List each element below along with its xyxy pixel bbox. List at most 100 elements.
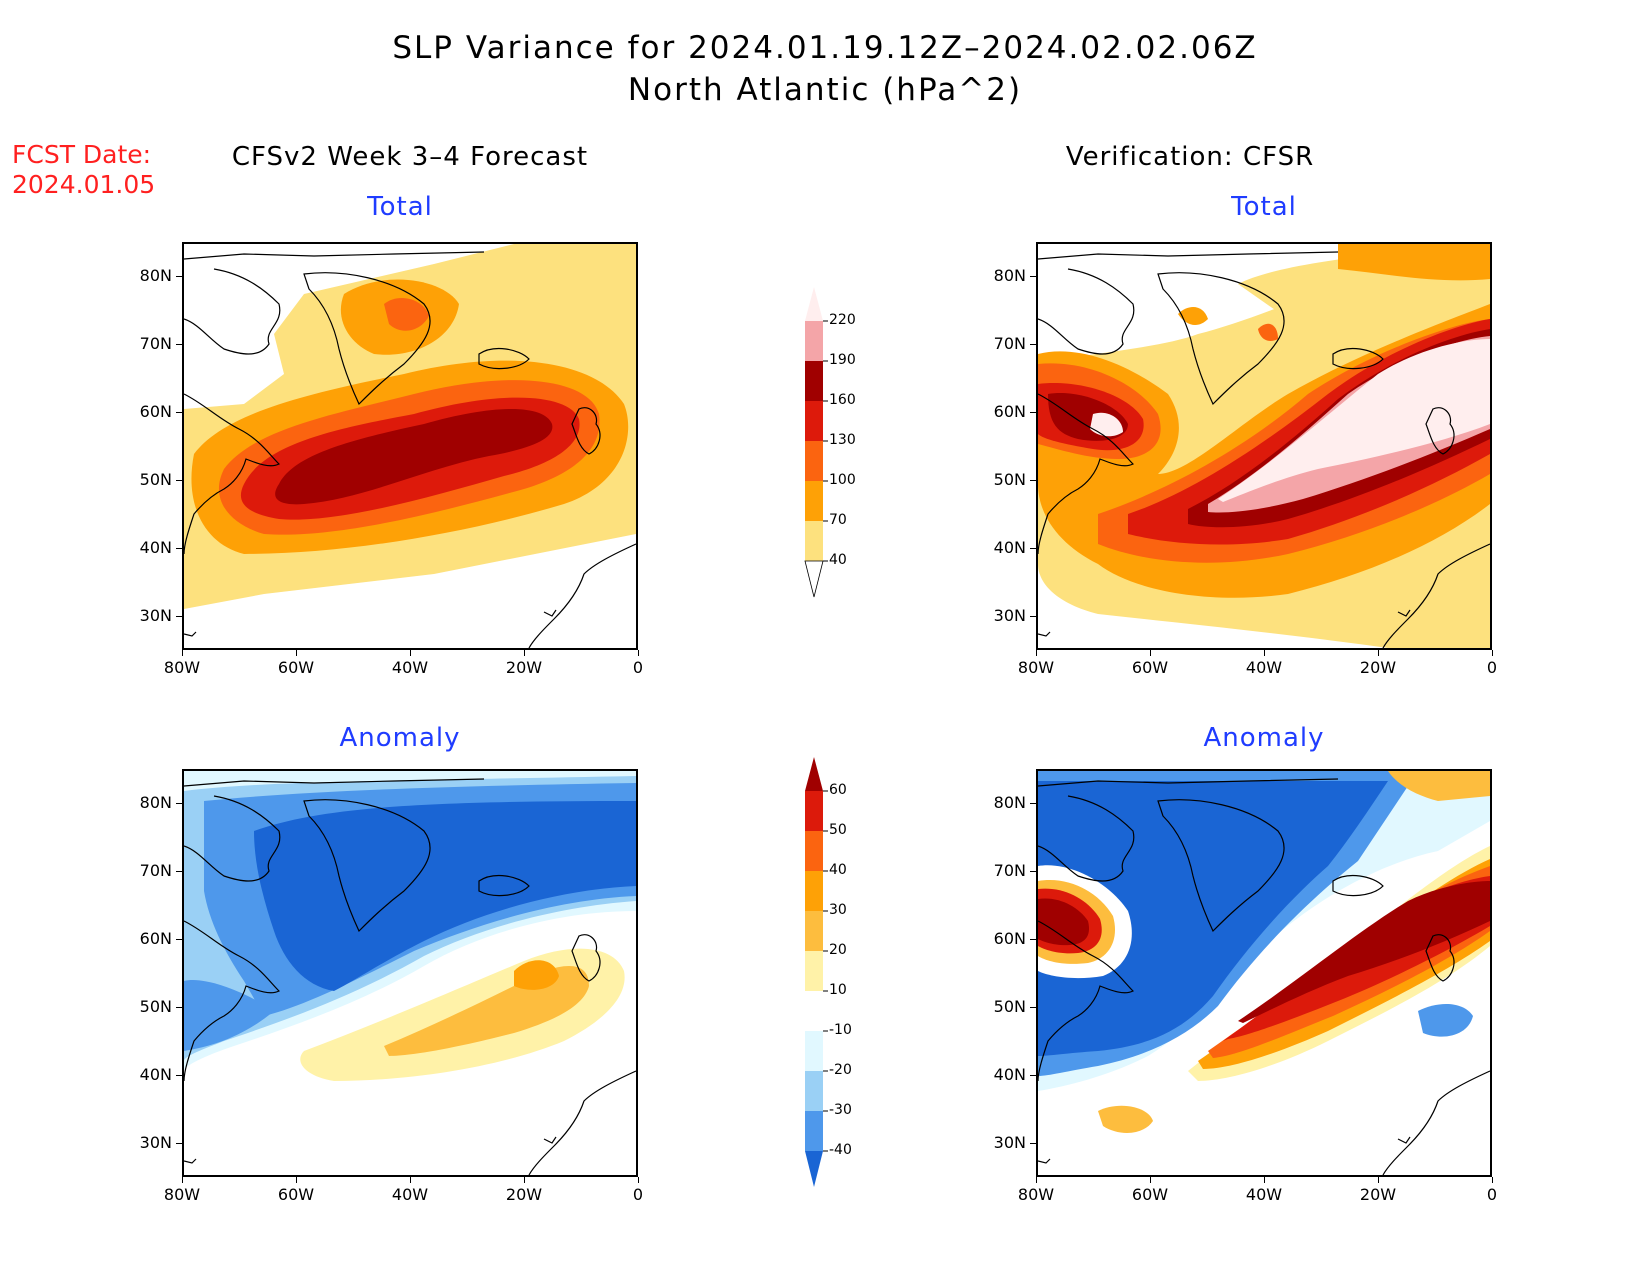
ver-total-lon-tick-mark	[1264, 650, 1265, 656]
ver-anomaly-lat-tick: 60N	[993, 929, 1026, 948]
ver-total-title: Total	[1231, 192, 1297, 222]
coastlines	[1038, 778, 1490, 1175]
ver-anomaly-title: Anomaly	[1203, 723, 1325, 753]
fcst-anomaly-lon-tick-mark	[296, 1177, 297, 1183]
fill-30-40	[514, 960, 559, 990]
ver-total-lat-tick-mark	[1030, 548, 1037, 549]
fcst-anomaly-lat-tick: 50N	[139, 997, 172, 1016]
fcst-anomaly-lat-tick: 40N	[139, 1065, 172, 1084]
ver-total-lon-tick: 0	[1486, 658, 1498, 677]
fcst-total-lat-tick: 30N	[139, 606, 172, 625]
fcst-total-contours	[184, 244, 636, 648]
fcst-total-lat-tick-mark	[176, 344, 183, 345]
ver-anomaly-lon-tick-mark	[1150, 1177, 1151, 1183]
anomaly-colorbar-label: -10	[829, 1022, 852, 1038]
ver-total-lat-tick: 60N	[993, 402, 1026, 421]
ver-total-lon-tick-mark	[1036, 650, 1037, 656]
ver-total-lon-tick: 40W	[1245, 658, 1283, 677]
fcst-anomaly-contours	[184, 771, 636, 1175]
ver-total-lon-tick: 20W	[1359, 658, 1397, 677]
total-colorbar-segment	[805, 361, 823, 401]
fill-220-plus	[1218, 339, 1490, 502]
ne-corner-positive	[1388, 771, 1490, 801]
anomaly-colorbar-bottom-arrow	[805, 1151, 823, 1187]
ver-anomaly-lat-tick-mark	[1030, 871, 1037, 872]
anomaly-colorbar-label: 20	[829, 942, 847, 958]
total-colorbar-label: 190	[829, 352, 856, 368]
ver-anomaly-map	[1036, 769, 1492, 1177]
anomaly-colorbar-label: -40	[829, 1142, 852, 1158]
ver-anomaly-lat-tick: 50N	[993, 997, 1026, 1016]
fcst-total-title: Total	[367, 192, 433, 222]
low-variance-north	[184, 244, 514, 409]
fcst-total-lat-tick: 80N	[139, 266, 172, 285]
ver-total-lat-tick-mark	[1030, 412, 1037, 413]
fcst-anomaly-lat-tick-mark	[176, 1075, 183, 1076]
fcst-total-lat-tick: 40N	[139, 538, 172, 557]
fcst-anomaly-lon-tick-mark	[638, 1177, 639, 1183]
total-colorbar-bottom-arrow	[804, 560, 824, 598]
fill-neg30-neg40-sw	[184, 980, 274, 1051]
fill-220-labrador	[1090, 412, 1123, 437]
total-colorbar-segment	[805, 401, 823, 441]
anomaly-colorbar-label: 60	[829, 782, 847, 798]
ver-total-lat-tick: 70N	[993, 334, 1026, 353]
fcst-total-lon-tick-mark	[524, 650, 525, 656]
total-colorbar-label: 40	[829, 552, 847, 568]
ver-anomaly-lat-tick: 70N	[993, 861, 1026, 880]
fcst-total-lat-tick-mark	[176, 480, 183, 481]
ver-anomaly-lat-tick: 40N	[993, 1065, 1026, 1084]
fcst-date-label-line1: FCST Date:	[12, 140, 152, 169]
forecast-column-heading: CFSv2 Week 3–4 Forecast	[231, 142, 589, 172]
fcst-anomaly-lon-tick: 20W	[505, 1185, 543, 1204]
total-colorbar-label: 160	[829, 392, 856, 408]
ver-anomaly-lon-tick: 20W	[1359, 1185, 1397, 1204]
anomaly-colorbar-segment	[805, 831, 823, 871]
fcst-total-lon-tick-mark	[182, 650, 183, 656]
fcst-anomaly-lon-tick-mark	[524, 1177, 525, 1183]
fcst-anomaly-lat-tick: 60N	[139, 929, 172, 948]
iberia-negative	[1418, 1004, 1473, 1037]
fcst-total-lat-tick-mark	[176, 412, 183, 413]
ver-anomaly-lon-tick-mark	[1264, 1177, 1265, 1183]
fcst-anomaly-lon-tick: 80W	[163, 1185, 201, 1204]
fcst-total-lat-tick: 50N	[139, 470, 172, 489]
fcst-total-lat-tick: 70N	[139, 334, 172, 353]
fill-160-190	[275, 409, 553, 505]
fcst-anomaly-title: Anomaly	[339, 723, 461, 753]
ver-anomaly-lat-tick-mark	[1030, 1007, 1037, 1008]
figure-subtitle: North Atlantic (hPa^2)	[627, 72, 1023, 108]
verification-column-heading: Verification: CFSR	[1065, 142, 1315, 172]
fcst-date-label: FCST Date: 2024.01.05	[12, 140, 155, 200]
ver-anomaly-lat-tick-mark	[1030, 939, 1037, 940]
ver-anomaly-lat-tick-mark	[1030, 1143, 1037, 1144]
anomaly-colorbar-svg	[805, 757, 828, 1187]
ver-total-lat-tick: 80N	[993, 266, 1026, 285]
fcst-anomaly-lat-tick: 80N	[139, 793, 172, 812]
fill-above-60	[1238, 881, 1490, 1023]
fcst-anomaly-lon-tick-mark	[410, 1177, 411, 1183]
fcst-anomaly-lat-tick-mark	[176, 803, 183, 804]
anomaly-colorbar-segment	[805, 1071, 823, 1111]
ver-total-lat-tick: 50N	[993, 470, 1026, 489]
fcst-total-lon-tick: 40W	[391, 658, 429, 677]
fcst-anomaly-lon-tick: 60W	[277, 1185, 315, 1204]
anomaly-colorbar-segment	[805, 1111, 823, 1151]
total-colorbar-label: 220	[829, 312, 856, 328]
fill-70-100-greenland	[1178, 307, 1208, 326]
ver-anomaly-lon-tick: 80W	[1017, 1185, 1055, 1204]
ver-anomaly-lat-tick: 30N	[993, 1133, 1026, 1152]
fcst-date-value: 2024.01.05	[12, 170, 156, 199]
fcst-anomaly-lat-tick-mark	[176, 871, 183, 872]
total-colorbar-segment	[805, 321, 823, 361]
anomaly-colorbar-segment	[805, 951, 823, 991]
anomaly-colorbar-segment	[805, 911, 823, 951]
anomaly-colorbar: 60 50 40 30 20 10 -10 -20 -30 -40	[800, 755, 880, 1205]
ver-anomaly-lon-tick: 40W	[1245, 1185, 1283, 1204]
ver-anomaly-lat-tick: 80N	[993, 793, 1026, 812]
ver-total-lat-tick: 30N	[993, 606, 1026, 625]
ver-total-lat-tick-mark	[1030, 344, 1037, 345]
ver-anomaly-lat-tick-mark	[1030, 803, 1037, 804]
fill-100-130-greenland	[384, 297, 429, 331]
fill-70-100-ne	[1338, 244, 1490, 281]
